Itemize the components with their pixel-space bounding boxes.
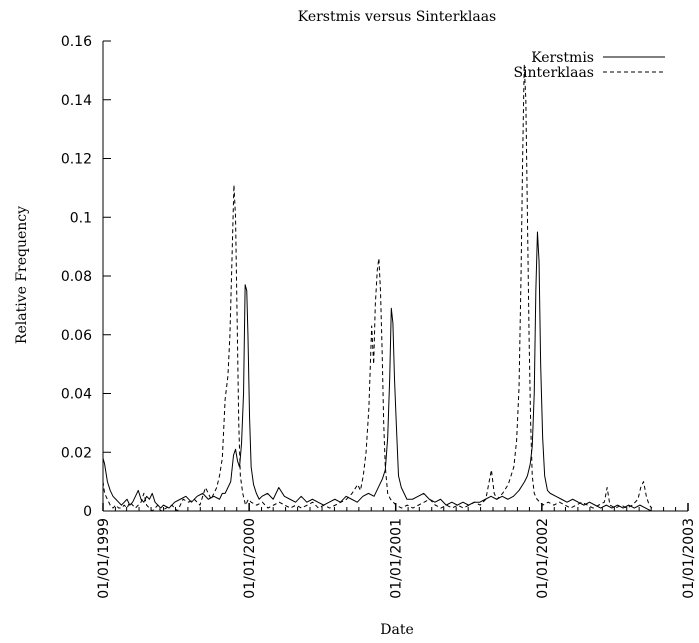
y-tick-label: 0.1 [70,210,92,226]
x-tick-label: 01/01/2001 [389,518,405,599]
x-axis-label: Date [380,622,413,638]
chart-title: Kerstmis versus Sinterklaas [298,9,497,25]
y-tick-label: 0.04 [61,387,92,403]
x-tick-label: 01/01/2003 [681,518,697,599]
y-tick-label: 0.16 [61,34,92,50]
x-tick-label: 01/01/1999 [96,518,112,599]
y-tick-label: 0.14 [61,93,92,109]
series-group [102,64,653,512]
y-tick-label: 0.12 [61,152,92,168]
ticks: 0 0.02 0.04 0.06 0.08 0.1 0.12 0.14 0.16 01/01/19… [61,34,697,599]
x-tick-label: 01/01/2000 [242,518,258,599]
y-tick-label: 0.02 [61,445,92,461]
legend-label: Sinterklaas [513,65,594,81]
x-tick-label: 01/01/2002 [535,518,551,599]
legend-label: Kerstmis [531,50,594,66]
y-tick-label: 0 [83,504,92,520]
y-tick-label: 0.08 [61,269,92,285]
y-tick-label: 0.06 [61,328,92,344]
series-line-sinterklaas [102,64,653,512]
y-axis-label: Relative Frequency [14,206,30,344]
